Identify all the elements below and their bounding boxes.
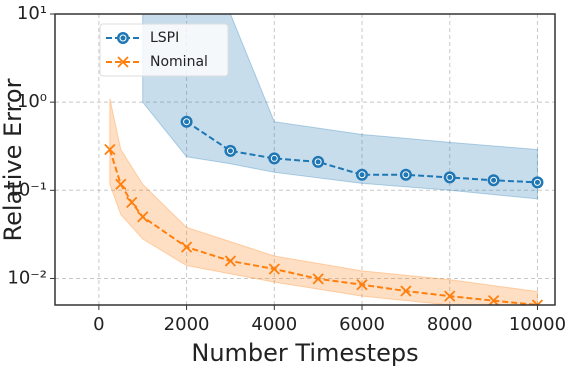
x-tick-label: 6000	[339, 314, 385, 335]
marker	[268, 152, 281, 165]
marker	[224, 255, 237, 267]
x-tick-label: 10000	[509, 314, 566, 335]
marker-ring	[226, 147, 234, 155]
marker-outer	[268, 152, 281, 165]
marker	[104, 143, 116, 156]
y-tick-label: 10⁰	[17, 91, 47, 112]
marker	[356, 168, 369, 181]
marker-outer	[399, 168, 412, 181]
marker	[444, 290, 456, 302]
marker	[137, 211, 149, 223]
legend-label: LSPI	[150, 30, 179, 46]
marker	[312, 155, 325, 168]
marker	[356, 279, 368, 291]
marker-ring	[270, 154, 278, 162]
plot-area	[104, 14, 544, 305]
marker	[268, 263, 280, 275]
marker	[126, 196, 138, 208]
marker-ring	[533, 178, 541, 186]
x-tick-label: 4000	[251, 314, 297, 335]
series-line	[186, 120, 538, 184]
marker-ring	[119, 34, 127, 42]
marker	[487, 295, 500, 305]
y-tick-label: 10⁻¹	[7, 179, 47, 200]
marker	[117, 56, 129, 68]
marker-ring	[358, 171, 366, 179]
marker-ring	[490, 176, 498, 184]
marker-ring	[446, 173, 454, 181]
x-tick-label: 2000	[164, 314, 210, 335]
marker	[180, 115, 193, 128]
axes: 0 2000 4000 6000 8000 10000 10¹ 10⁰ 10⁻¹ 10⁻²	[7, 3, 566, 335]
x-tick-label: 0	[93, 314, 104, 335]
marker	[312, 273, 324, 285]
y-axis-label: Relative Error	[0, 78, 27, 241]
marker	[399, 168, 412, 181]
marker-ring	[183, 118, 191, 126]
marker	[224, 144, 237, 157]
x-axis-label: Number Timesteps	[191, 339, 418, 367]
marker	[531, 299, 544, 305]
marker-outer	[531, 176, 544, 189]
marker	[115, 178, 127, 190]
marker	[180, 241, 193, 253]
plot-frame	[54, 13, 556, 306]
y-tick-label: 10¹	[17, 3, 47, 24]
marker	[117, 32, 129, 44]
marker-outer	[224, 144, 237, 157]
marker-outer	[443, 171, 456, 184]
marker-outer	[180, 115, 193, 128]
marker-ring	[402, 171, 410, 179]
marker	[443, 171, 456, 184]
error-band	[109, 98, 538, 305]
marker	[487, 174, 500, 187]
marker	[400, 285, 412, 297]
marker-outer	[356, 168, 369, 181]
legend: LSPI Nominal	[99, 23, 229, 77]
marker-outer	[487, 174, 500, 187]
legend-box	[99, 23, 229, 77]
marker-ring	[314, 158, 322, 166]
marker-outer	[117, 32, 129, 44]
marker-outer	[312, 155, 325, 168]
legend-label: Nominal	[150, 54, 208, 70]
x-tick-label: 8000	[427, 314, 473, 335]
marker	[531, 176, 544, 189]
y-tick-label: 10⁻²	[7, 267, 47, 288]
